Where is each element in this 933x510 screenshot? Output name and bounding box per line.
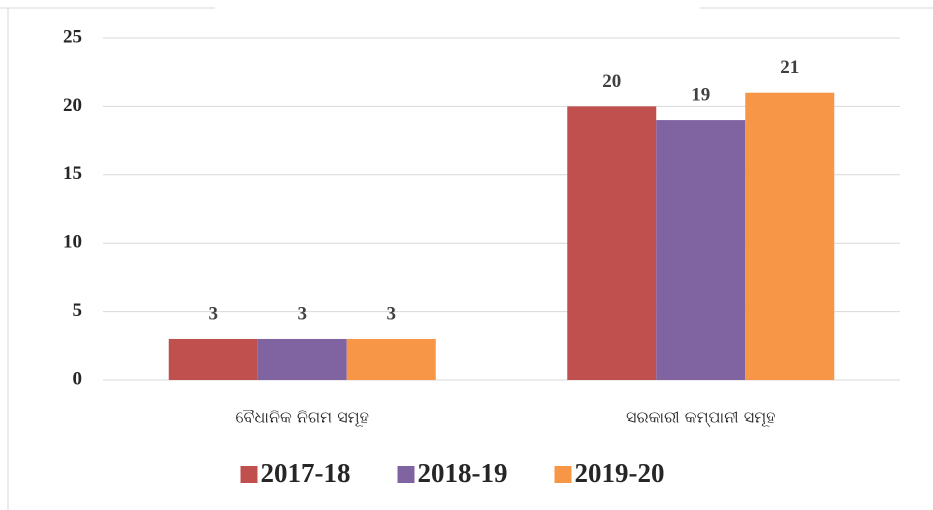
legend-swatch [397,466,415,483]
y-tick-label: 10 [63,232,82,253]
legend-label: 2018-19 [418,458,508,488]
bar [567,106,657,381]
value-label: 20 [602,71,621,92]
y-tick-label: 5 [73,300,83,321]
legend-label: 2017-18 [261,458,351,488]
y-tick-label: 0 [73,368,83,389]
x-tick-label: ସରକାରୀ କମ୍ପାନୀ ସମୂହ [626,408,775,429]
y-tick-label: 15 [63,163,82,184]
value-label: 3 [209,303,219,324]
bar [168,338,258,380]
value-label: 3 [387,303,397,324]
bar [257,338,347,380]
x-tick-label: ବୈଧାନିକ ନିଗମ ସମୂହ [236,408,369,429]
y-tick-label: 25 [63,26,82,47]
legend-swatch [240,466,258,483]
value-label: 3 [298,303,308,324]
legend-label: 2019-20 [575,458,665,488]
bar [656,120,746,380]
bar [346,338,436,380]
value-label: 21 [780,57,799,78]
y-tick-label: 20 [63,95,82,116]
bar [745,92,835,380]
legend-swatch [554,466,572,483]
value-label: 19 [691,84,710,105]
